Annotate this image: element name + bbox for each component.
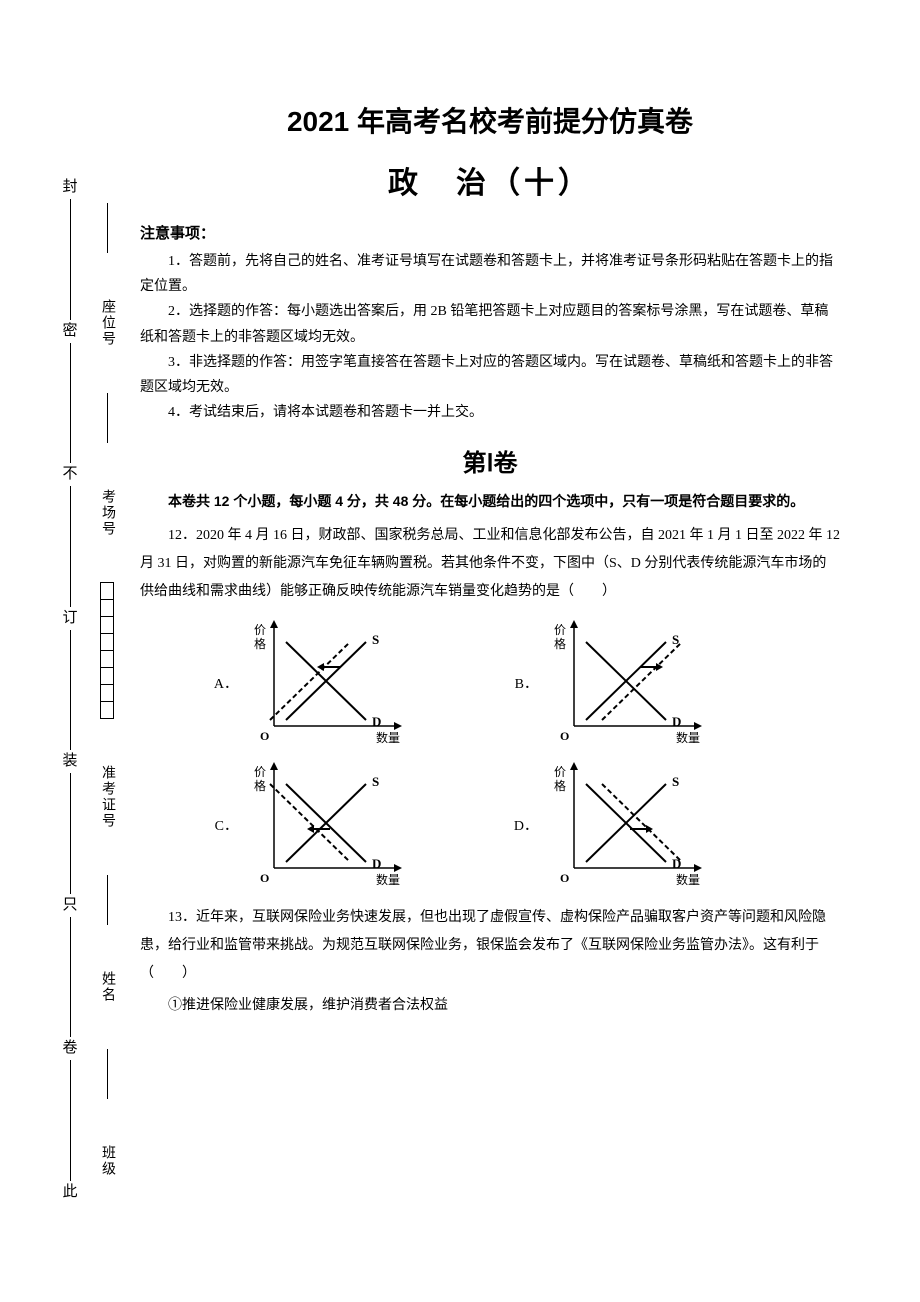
q13-stem: 13．近年来，互联网保险业务快速发展，但也出现了虚假宣传、虚构保险产品骗取客户资… (140, 904, 840, 988)
svg-text:数量: 数量 (376, 872, 400, 887)
svg-text:价: 价 (554, 765, 566, 779)
q12-chart-grid: A． 价格数量OSD B． 价格数量OSD C． 价格数量OSD D． 价格数量… (210, 618, 770, 890)
binding-line (70, 630, 71, 751)
svg-text:O: O (560, 871, 569, 885)
svg-text:D: D (672, 714, 681, 729)
binding-line (70, 773, 71, 894)
svg-text:数量: 数量 (676, 872, 700, 887)
field-examid-label: 准考证号 (97, 765, 117, 829)
field-seat-label: 座位号 (97, 299, 117, 347)
form-fields-strip: 班级 姓名 准考证号 考场号 座位号 (95, 180, 119, 1200)
svg-text:O: O (560, 729, 569, 743)
field-blank (107, 1049, 108, 1099)
bind-char: 不 (62, 467, 77, 482)
binding-line (70, 199, 71, 320)
option-label: D． (510, 815, 538, 835)
main-title: 2021 年高考名校考前提分仿真卷 (140, 100, 840, 140)
field-name-label: 姓名 (97, 971, 117, 1003)
svg-text:价: 价 (254, 623, 266, 637)
q12-option-c: C． 价格数量 O S D (210, 760, 470, 890)
binding-line (70, 917, 71, 1038)
examid-boxes (100, 583, 114, 719)
svg-text:价: 价 (254, 765, 266, 779)
field-blank (107, 393, 108, 443)
chart-d: 价格数量 O S D (546, 760, 706, 890)
field-room-label: 考场号 (97, 489, 117, 537)
chart-a: 价格数量 O S D (246, 618, 406, 748)
notice-item: 4．考试结束后，请将本试题卷和答题卡一并上交。 (140, 400, 840, 425)
bind-char: 卷 (62, 1041, 77, 1056)
binding-strip: 封 密 不 订 装 只 卷 此 (50, 180, 90, 1200)
notice-item: 3．非选择题的作答：用签字笔直接答在答题卡上对应的答题区域内。写在试题卷、草稿纸… (140, 350, 840, 400)
binding-line (70, 486, 71, 607)
svg-text:价: 价 (554, 623, 566, 637)
svg-text:数量: 数量 (376, 730, 400, 745)
q12-stem: 12．2020 年 4 月 16 日，财政部、国家税务总局、工业和信息化部发布公… (140, 522, 840, 606)
option-label: A． (210, 673, 238, 693)
svg-text:格: 格 (554, 636, 566, 651)
bind-char: 封 (62, 180, 77, 195)
svg-text:D: D (372, 856, 381, 871)
sub-title: 政 治（十） (140, 158, 840, 202)
field-class-label: 班级 (97, 1145, 117, 1177)
svg-text:O: O (260, 729, 269, 743)
notice-item: 2．选择题的作答：每小题选出答案后，用 2B 铅笔把答题卡上对应题目的答案标号涂… (140, 299, 840, 349)
q12-option-a: A． 价格数量 O S D (210, 618, 470, 748)
bind-char: 密 (62, 324, 77, 339)
svg-text:格: 格 (254, 636, 266, 651)
chart-b: 价格数量OSD (546, 618, 706, 748)
binding-line (70, 343, 71, 464)
svg-text:数量: 数量 (676, 730, 700, 745)
option-label: C． (210, 815, 238, 835)
svg-text:S: S (372, 632, 379, 647)
svg-text:S: S (672, 774, 679, 789)
q12-option-d: D． 价格数量 O S D (510, 760, 770, 890)
chart-c: 价格数量 O S D (246, 760, 406, 890)
bind-char: 此 (62, 1185, 77, 1200)
svg-text:格: 格 (554, 778, 566, 793)
notice-item: 1．答题前，先将自己的姓名、准考证号填写在试题卷和答题卡上，并将准考证号条形码粘… (140, 249, 840, 299)
svg-text:D: D (672, 856, 681, 871)
notice-heading: 注意事项： (140, 222, 840, 243)
svg-text:O: O (260, 871, 269, 885)
svg-text:S: S (372, 774, 379, 789)
page-content: 2021 年高考名校考前提分仿真卷 政 治（十） 注意事项： 1．答题前，先将自… (140, 100, 840, 1020)
bind-char: 只 (62, 898, 77, 913)
bind-char: 订 (62, 611, 77, 626)
field-blank (107, 203, 108, 253)
svg-text:D: D (372, 714, 381, 729)
q12-option-b: B． 价格数量OSD (510, 618, 770, 748)
option-label: B． (510, 673, 538, 693)
svg-text:格: 格 (254, 778, 266, 793)
field-blank (107, 875, 108, 925)
q13-sub1: ①推进保险业健康发展，维护消费者合法权益 (140, 992, 840, 1020)
bind-char: 装 (62, 754, 77, 769)
section1-desc: 本卷共 12 个小题，每小题 4 分，共 48 分。在每小题给出的四个选项中，只… (140, 490, 840, 514)
section1-heading: 第Ⅰ卷 (140, 443, 840, 478)
binding-line (70, 1060, 71, 1181)
